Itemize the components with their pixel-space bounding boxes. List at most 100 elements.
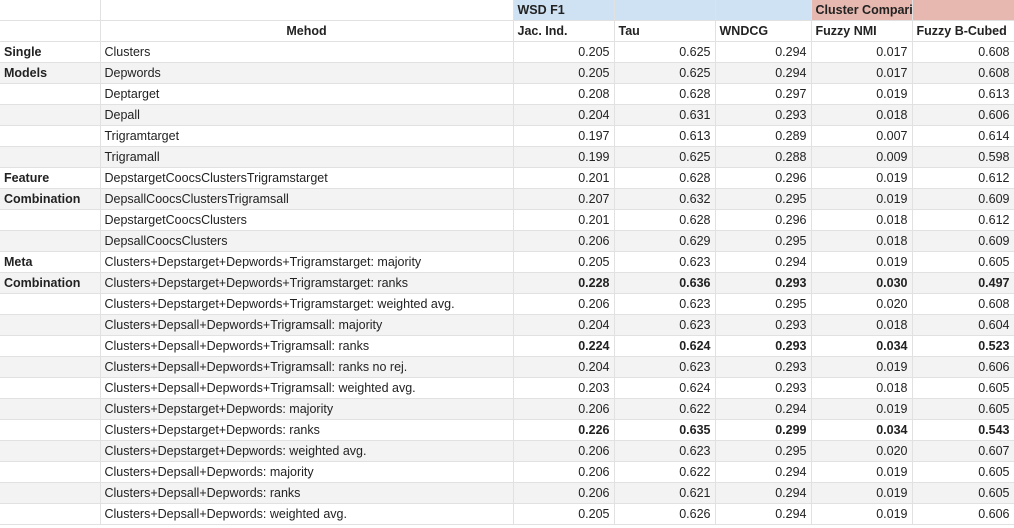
method-cell[interactable]: Trigramall	[100, 146, 514, 168]
value-cell[interactable]: 0.206	[513, 482, 615, 504]
method-column-header[interactable]: Mehod	[100, 20, 514, 42]
value-cell[interactable]: 0.543	[912, 419, 1014, 441]
value-cell[interactable]: 0.497	[912, 272, 1014, 294]
value-cell[interactable]: 0.017	[811, 41, 913, 63]
value-cell[interactable]: 0.606	[912, 104, 1014, 126]
value-cell[interactable]: 0.203	[513, 377, 615, 399]
category-cell[interactable]: Combination	[0, 272, 101, 294]
value-cell[interactable]: 0.034	[811, 419, 913, 441]
category-cell[interactable]	[0, 419, 101, 441]
value-cell[interactable]: 0.204	[513, 314, 615, 336]
value-cell[interactable]: 0.294	[715, 62, 812, 84]
value-cell[interactable]: 0.019	[811, 503, 913, 525]
method-cell[interactable]: Clusters+Depsall+Depwords+Trigramsall: w…	[100, 377, 514, 399]
value-cell[interactable]: 0.628	[614, 83, 716, 105]
value-cell[interactable]: 0.206	[513, 230, 615, 252]
value-cell[interactable]: 0.199	[513, 146, 615, 168]
value-cell[interactable]: 0.018	[811, 104, 913, 126]
value-cell[interactable]: 0.625	[614, 146, 716, 168]
category-cell[interactable]	[0, 314, 101, 336]
value-cell[interactable]: 0.224	[513, 335, 615, 357]
value-cell[interactable]: 0.020	[811, 440, 913, 462]
value-cell[interactable]: 0.205	[513, 41, 615, 63]
value-cell[interactable]: 0.208	[513, 83, 615, 105]
group-header-wsd[interactable]: WSD F1	[513, 0, 615, 21]
value-cell[interactable]: 0.007	[811, 125, 913, 147]
value-cell[interactable]: 0.294	[715, 503, 812, 525]
category-cell[interactable]	[0, 104, 101, 126]
category-cell[interactable]	[0, 440, 101, 462]
value-cell[interactable]: 0.204	[513, 104, 615, 126]
value-cell[interactable]: 0.289	[715, 125, 812, 147]
method-cell[interactable]: Clusters+Depsall+Depwords: ranks	[100, 482, 514, 504]
value-cell[interactable]: 0.009	[811, 146, 913, 168]
method-cell[interactable]: DepsallCoocsClustersTrigramsall	[100, 188, 514, 210]
value-cell[interactable]: 0.636	[614, 272, 716, 294]
value-cell[interactable]: 0.295	[715, 188, 812, 210]
value-cell[interactable]: 0.019	[811, 356, 913, 378]
value-cell[interactable]: 0.625	[614, 62, 716, 84]
method-cell[interactable]: Clusters+Depstarget+Depwords+Trigramstar…	[100, 272, 514, 294]
method-cell[interactable]: Clusters+Depsall+Depwords+Trigramsall: r…	[100, 356, 514, 378]
value-cell[interactable]: 0.207	[513, 188, 615, 210]
value-cell[interactable]: 0.294	[715, 251, 812, 273]
value-cell[interactable]: 0.197	[513, 125, 615, 147]
value-cell[interactable]: 0.623	[614, 314, 716, 336]
value-cell[interactable]: 0.604	[912, 314, 1014, 336]
value-cell[interactable]: 0.201	[513, 209, 615, 231]
value-cell[interactable]: 0.299	[715, 419, 812, 441]
value-cell[interactable]: 0.295	[715, 440, 812, 462]
value-cell[interactable]: 0.632	[614, 188, 716, 210]
method-cell[interactable]: Clusters+Depsall+Depwords: weighted avg.	[100, 503, 514, 525]
value-cell[interactable]: 0.293	[715, 104, 812, 126]
value-cell[interactable]: 0.607	[912, 440, 1014, 462]
value-cell[interactable]: 0.019	[811, 167, 913, 189]
value-cell[interactable]: 0.019	[811, 398, 913, 420]
category-cell[interactable]	[0, 146, 101, 168]
value-cell[interactable]: 0.034	[811, 335, 913, 357]
column-header-fuzzy-b-cubed[interactable]: Fuzzy B-Cubed	[912, 20, 1014, 42]
method-cell[interactable]: Clusters+Depstarget+Depwords+Trigramstar…	[100, 251, 514, 273]
value-cell[interactable]: 0.018	[811, 230, 913, 252]
value-cell[interactable]: 0.609	[912, 230, 1014, 252]
category-cell[interactable]	[0, 293, 101, 315]
value-cell[interactable]: 0.631	[614, 104, 716, 126]
value-cell[interactable]: 0.605	[912, 461, 1014, 483]
value-cell[interactable]: 0.018	[811, 377, 913, 399]
value-cell[interactable]: 0.296	[715, 209, 812, 231]
empty-cell[interactable]	[0, 20, 101, 42]
value-cell[interactable]: 0.625	[614, 41, 716, 63]
category-cell[interactable]	[0, 83, 101, 105]
method-cell[interactable]: Clusters+Depstarget+Depwords+Trigramstar…	[100, 293, 514, 315]
value-cell[interactable]: 0.206	[513, 293, 615, 315]
value-cell[interactable]: 0.598	[912, 146, 1014, 168]
method-cell[interactable]: DepstargetCoocsClustersTrigramstarget	[100, 167, 514, 189]
value-cell[interactable]: 0.608	[912, 293, 1014, 315]
value-cell[interactable]: 0.294	[715, 398, 812, 420]
column-header-jac-ind[interactable]: Jac. Ind.	[513, 20, 615, 42]
value-cell[interactable]: 0.622	[614, 398, 716, 420]
method-cell[interactable]: Depwords	[100, 62, 514, 84]
category-cell[interactable]	[0, 356, 101, 378]
value-cell[interactable]: 0.609	[912, 188, 1014, 210]
value-cell[interactable]: 0.628	[614, 167, 716, 189]
empty-cell[interactable]	[100, 0, 514, 21]
column-header-tau[interactable]: Tau	[614, 20, 716, 42]
column-header-wndcg[interactable]: WNDCG	[715, 20, 812, 42]
group-header-cluster-fill[interactable]	[912, 0, 1014, 21]
value-cell[interactable]: 0.030	[811, 272, 913, 294]
value-cell[interactable]: 0.635	[614, 419, 716, 441]
value-cell[interactable]: 0.018	[811, 314, 913, 336]
value-cell[interactable]: 0.623	[614, 293, 716, 315]
value-cell[interactable]: 0.623	[614, 251, 716, 273]
value-cell[interactable]: 0.206	[513, 440, 615, 462]
value-cell[interactable]: 0.613	[614, 125, 716, 147]
value-cell[interactable]: 0.621	[614, 482, 716, 504]
value-cell[interactable]: 0.626	[614, 503, 716, 525]
category-cell[interactable]: Meta	[0, 251, 101, 273]
method-cell[interactable]: Clusters+Depsall+Depwords+Trigramsall: r…	[100, 335, 514, 357]
value-cell[interactable]: 0.019	[811, 188, 913, 210]
method-cell[interactable]: Deptarget	[100, 83, 514, 105]
value-cell[interactable]: 0.605	[912, 251, 1014, 273]
value-cell[interactable]: 0.297	[715, 83, 812, 105]
